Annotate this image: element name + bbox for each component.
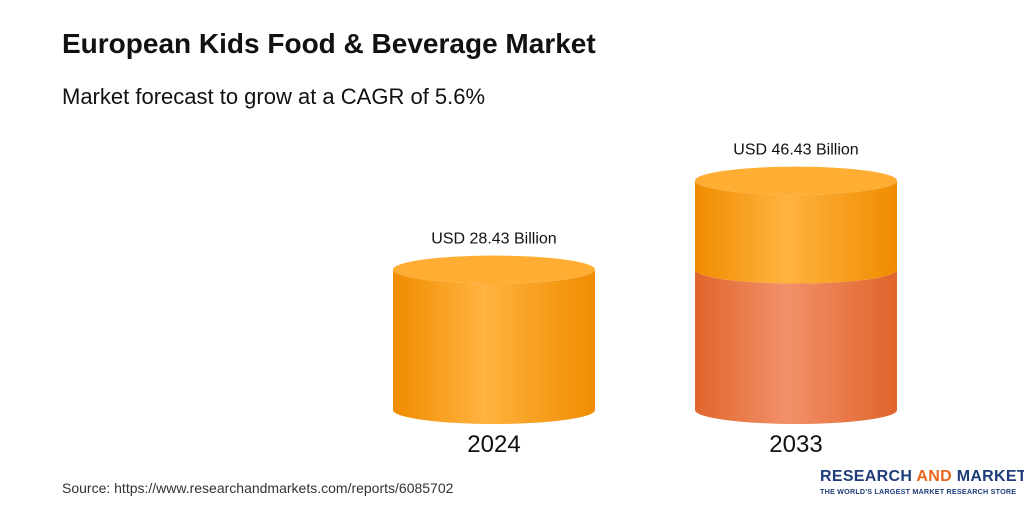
bar-2033-base-segment [695, 269, 897, 424]
logo-tagline: THE WORLD'S LARGEST MARKET RESEARCH STOR… [820, 487, 1017, 496]
data-label-2033: USD 46.43 Billion [733, 142, 858, 159]
x-tick-label-2033: 2033 [769, 431, 822, 458]
bar-2033-top [695, 166, 897, 195]
logo-word-and: AND [916, 468, 952, 485]
logo-word-research: RESEARCH [820, 468, 913, 485]
source-text: Source: https://www.researchandmarkets.c… [62, 480, 454, 496]
logo-word-markets: MARKETS [956, 468, 1024, 485]
x-tick-label-2024: 2024 [467, 431, 520, 458]
bar-2024-top [393, 255, 595, 284]
bar-2024 [393, 269, 595, 424]
data-label-2024: USD 28.43 Billion [431, 231, 556, 248]
research-and-markets-logo: RESEARCH AND MARKETS THE WORLD'S LARGEST… [820, 468, 1024, 496]
bar-2033-growth-segment [695, 180, 897, 284]
chart-subtitle: Market forecast to grow at a CAGR of 5.6… [62, 84, 486, 109]
chart-title: European Kids Food & Beverage Market [62, 28, 596, 59]
